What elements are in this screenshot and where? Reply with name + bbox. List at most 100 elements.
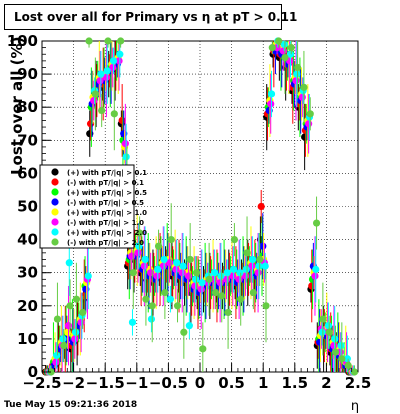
y-tick-label: 100 bbox=[7, 32, 38, 50]
data-point bbox=[129, 269, 137, 277]
data-point bbox=[53, 315, 62, 323]
data-point bbox=[312, 219, 321, 227]
data-point bbox=[344, 361, 352, 369]
legend: (+) with pT/|q| > 0.1(-) with pT/|q| > 0… bbox=[39, 164, 147, 249]
data-point bbox=[72, 328, 80, 336]
y-tick-label: 10 bbox=[17, 330, 38, 348]
data-point bbox=[141, 255, 149, 264]
data-point bbox=[71, 335, 79, 343]
data-point bbox=[140, 262, 148, 270]
legend-label: (-) with pT/|q| > 1.0 bbox=[67, 219, 144, 228]
data-point bbox=[319, 315, 327, 323]
y-tick-label: 60 bbox=[17, 164, 38, 182]
data-point bbox=[64, 328, 72, 336]
data-point bbox=[72, 295, 80, 303]
data-point bbox=[218, 292, 226, 300]
data-point bbox=[275, 37, 283, 45]
legend-label: (+) with pT/|q| > 2.0 bbox=[67, 229, 147, 238]
data-point bbox=[121, 140, 129, 148]
data-point bbox=[248, 262, 256, 270]
data-point bbox=[103, 67, 111, 75]
data-point bbox=[118, 116, 126, 125]
data-point bbox=[192, 269, 201, 277]
data-point bbox=[261, 262, 269, 270]
data-point bbox=[147, 315, 156, 323]
data-point bbox=[109, 57, 118, 65]
data-point bbox=[298, 93, 306, 101]
data-point bbox=[254, 269, 262, 277]
y-tick-label: 70 bbox=[17, 131, 38, 149]
data-point bbox=[104, 37, 112, 45]
x-tick-label: −2 bbox=[62, 374, 85, 392]
data-point bbox=[178, 269, 186, 277]
data-point bbox=[211, 269, 219, 277]
data-point bbox=[242, 265, 250, 273]
data-point bbox=[128, 252, 136, 260]
y-tick-label: 90 bbox=[17, 65, 38, 83]
data-point bbox=[305, 120, 313, 128]
data-point bbox=[312, 265, 320, 273]
data-point bbox=[256, 255, 264, 264]
y-tick-label: 0 bbox=[28, 363, 38, 381]
x-tick-label: 0 bbox=[195, 374, 205, 392]
data-point bbox=[128, 318, 137, 326]
data-point bbox=[64, 322, 73, 330]
data-point bbox=[338, 355, 346, 363]
data-point bbox=[161, 288, 169, 297]
legend-marker bbox=[51, 208, 59, 216]
data-point bbox=[280, 40, 288, 48]
data-point bbox=[166, 295, 174, 303]
data-point bbox=[293, 70, 301, 78]
data-point bbox=[117, 37, 125, 45]
data-point bbox=[306, 110, 314, 118]
y-axis-label: Lost over all (%) bbox=[8, 37, 26, 175]
data-point bbox=[287, 44, 295, 52]
data-point bbox=[59, 335, 67, 343]
data-point bbox=[237, 295, 245, 303]
data-point bbox=[262, 302, 270, 310]
chart-title-text: Lost over all for Primary vs η at pT > 0… bbox=[14, 10, 298, 24]
data-point bbox=[205, 275, 213, 283]
data-point bbox=[279, 47, 287, 55]
data-point bbox=[147, 269, 155, 277]
data-point bbox=[167, 236, 175, 244]
data-point bbox=[109, 63, 117, 72]
data-point bbox=[96, 77, 104, 85]
data-point bbox=[98, 106, 106, 115]
data-point bbox=[115, 57, 123, 65]
data-point bbox=[267, 100, 275, 108]
data-point bbox=[179, 262, 187, 270]
data-point bbox=[331, 348, 340, 356]
data-point bbox=[324, 322, 332, 330]
legend-label: (-) with pT/|q| > 2.0 bbox=[67, 239, 144, 248]
data-point bbox=[223, 269, 231, 277]
data-point bbox=[286, 50, 295, 58]
data-point bbox=[173, 302, 182, 310]
data-point bbox=[110, 110, 118, 118]
data-point bbox=[84, 272, 92, 280]
series-layer bbox=[41, 37, 359, 376]
data-point bbox=[318, 328, 326, 336]
data-point bbox=[337, 341, 345, 350]
data-point bbox=[66, 302, 74, 310]
data-point bbox=[79, 308, 87, 317]
data-point bbox=[294, 63, 302, 72]
timestamp: Tue May 15 09:21:36 2018 bbox=[4, 400, 138, 410]
data-point bbox=[230, 265, 238, 273]
y-tick-label: 80 bbox=[17, 98, 38, 116]
data-point bbox=[249, 288, 257, 297]
data-point bbox=[102, 73, 110, 82]
data-point bbox=[235, 275, 243, 283]
data-point bbox=[97, 70, 105, 78]
data-point bbox=[243, 249, 251, 257]
data-point bbox=[199, 345, 207, 353]
data-point bbox=[248, 255, 257, 264]
data-point bbox=[229, 272, 237, 280]
data-point bbox=[154, 242, 163, 250]
data-point bbox=[135, 242, 143, 250]
data-point bbox=[331, 335, 339, 343]
data-point bbox=[257, 202, 265, 211]
legend-marker bbox=[51, 188, 59, 196]
x-tick-label: 1 bbox=[258, 374, 268, 392]
x-tick-label: 0.5 bbox=[218, 374, 245, 392]
